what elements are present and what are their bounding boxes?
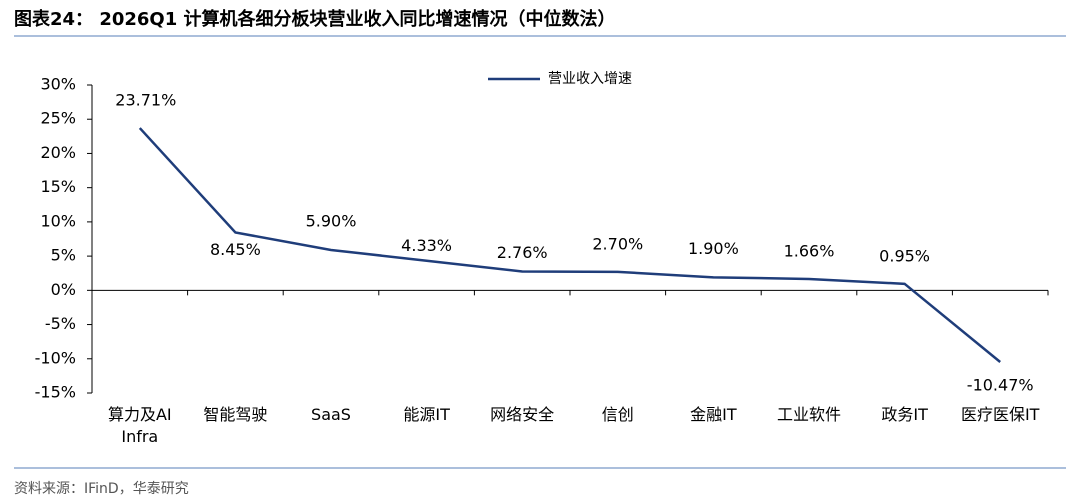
data-label: 23.71% [115, 91, 176, 110]
data-label: 1.66% [784, 241, 835, 260]
data-label: 8.45% [210, 240, 261, 259]
y-tick-label: 20% [40, 143, 76, 162]
x-tick-label: 智能驾驶 [203, 405, 268, 424]
data-label: 2.76% [497, 243, 548, 262]
x-tick-label: 工业软件 [776, 405, 841, 424]
y-tick-label: 0% [51, 280, 76, 299]
line [138, 127, 1001, 363]
source: 资料来源：IFinD，华泰研究 [14, 481, 189, 497]
y-tick-label: 30% [40, 75, 76, 94]
x-tick-label: 政务IT [881, 405, 928, 424]
x-tick-label: 信创 [601, 405, 634, 424]
x-tick-label: 算力及AI Infra [107, 405, 172, 446]
data-label: -10.47% [967, 375, 1034, 394]
y-tick-label: 15% [40, 177, 76, 196]
y-tick-label: 25% [40, 109, 76, 128]
y-tick-label: -15% [35, 383, 76, 402]
y-tick-label: -10% [35, 348, 76, 367]
x-tick-label: 医疗医保IT [960, 405, 1040, 424]
y-tick-label: -5% [45, 314, 76, 333]
y-tick-label: 10% [40, 211, 76, 230]
figure-title: 图表24： 2026Q1 计算机各细分板块营业收入同比增速情况（中位数法） [14, 8, 616, 30]
data-label: 1.90% [688, 239, 739, 258]
data-label: 0.95% [879, 246, 930, 265]
data-label: 5.90% [306, 211, 357, 230]
legend-label: 营业收入增速 [548, 71, 632, 87]
x-tick-label: SaaS [311, 405, 351, 424]
y-tick-label: 5% [51, 246, 76, 265]
x-tick-label: 网络安全 [490, 405, 555, 424]
data-label: 2.70% [592, 234, 643, 253]
x-tick-label: 金融IT [690, 405, 737, 424]
x-tick-label: 能源IT [403, 405, 450, 424]
data-label: 4.33% [401, 236, 452, 255]
